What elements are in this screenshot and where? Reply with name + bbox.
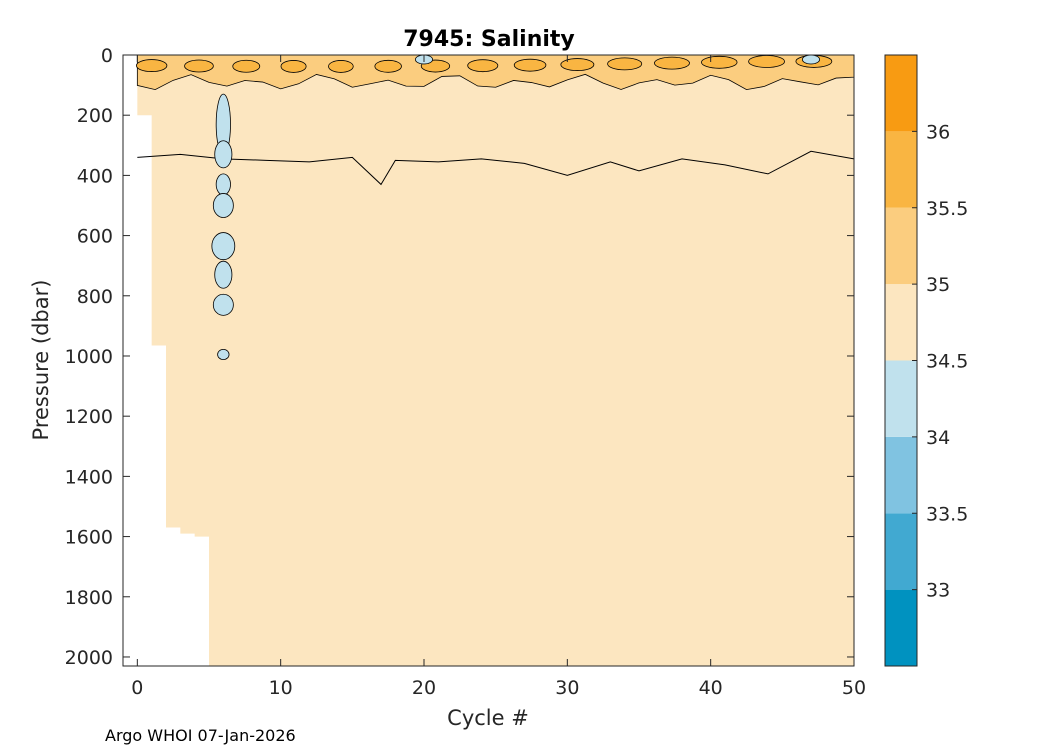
colorbar-tick-label: 34.5 (926, 351, 968, 373)
y-axis-label: Pressure (dbar) (29, 280, 53, 441)
colorbar-band (885, 513, 917, 590)
fresh-lens (217, 348, 230, 360)
fresh-lens (211, 232, 236, 261)
fresh-lens (214, 140, 233, 169)
x-tick-label: 10 (269, 677, 293, 699)
y-tick-label: 600 (77, 226, 113, 248)
y-tick-label: 800 (77, 286, 113, 308)
fresh-lens (212, 193, 234, 218)
y-tick-label: 400 (77, 165, 113, 187)
fresh-lens (802, 55, 820, 65)
surface-patch (232, 59, 261, 73)
surface-patch (184, 59, 214, 73)
colorbar-band (885, 436, 917, 514)
colorbar: 33 33.5 34 34.5 35 35.5 36 (884, 54, 968, 667)
surface-patch (467, 59, 499, 73)
plot-frame (122, 54, 855, 667)
surface-patch (560, 58, 595, 71)
surface-patch (701, 55, 738, 69)
data-coverage-region (137, 55, 854, 666)
y-tick-label: 1400 (65, 466, 113, 488)
colorbar-tick-label: 33 (926, 580, 950, 602)
x-axis: 0 10 20 30 40 50 (131, 55, 866, 699)
colorbar-tick-label: 33.5 (926, 503, 968, 525)
x-axis-label: Cycle # (447, 706, 529, 730)
colorbar-tick-label: 36 (926, 121, 950, 143)
y-tick-label: 200 (77, 105, 113, 127)
x-tick-label: 0 (131, 677, 143, 699)
surface-patch (280, 60, 307, 73)
y-tick-label: 2000 (65, 647, 113, 669)
fresh-lens (215, 173, 231, 196)
fresh-lens (214, 260, 233, 289)
x-tick-label: 50 (842, 677, 866, 699)
colorbar-band (885, 131, 917, 208)
colorbar-band (885, 360, 917, 437)
surface-patch (328, 60, 354, 73)
surface-patch (748, 55, 785, 68)
colorbar-band (885, 55, 917, 132)
y-axis: 0 200 400 600 800 1000 1200 1400 1600 1800 2000 (65, 45, 854, 669)
fresh-lens (212, 293, 234, 316)
x-tick-label: 30 (555, 677, 579, 699)
contour-line-35 (137, 150, 854, 186)
colorbar-tick-label: 35 (926, 274, 950, 296)
x-tick-label: 40 (699, 677, 723, 699)
credit-text: Argo WHOI 07-Jan-2026 (105, 726, 296, 745)
y-tick-label: 1200 (65, 406, 113, 428)
colorbar-band (885, 589, 917, 666)
surface-patch (654, 56, 690, 70)
y-tick-label: 1000 (65, 346, 113, 368)
surface-patch (374, 59, 402, 73)
colorbar-tick-label: 35.5 (926, 198, 968, 220)
x-tick-label: 20 (412, 677, 436, 699)
colorbar-band (885, 284, 917, 361)
colorbar-band (885, 207, 917, 285)
y-tick-label: 1800 (65, 587, 113, 609)
surface-patch (513, 58, 547, 72)
y-tick-label: 1600 (65, 527, 113, 549)
surface-patch (136, 59, 168, 72)
contour-field (136, 55, 854, 666)
y-tick-label: 0 (101, 45, 113, 67)
chart-title: 7945: Salinity (403, 27, 575, 52)
colorbar-tick-label: 34 (926, 427, 950, 449)
surface-patch (607, 57, 643, 71)
